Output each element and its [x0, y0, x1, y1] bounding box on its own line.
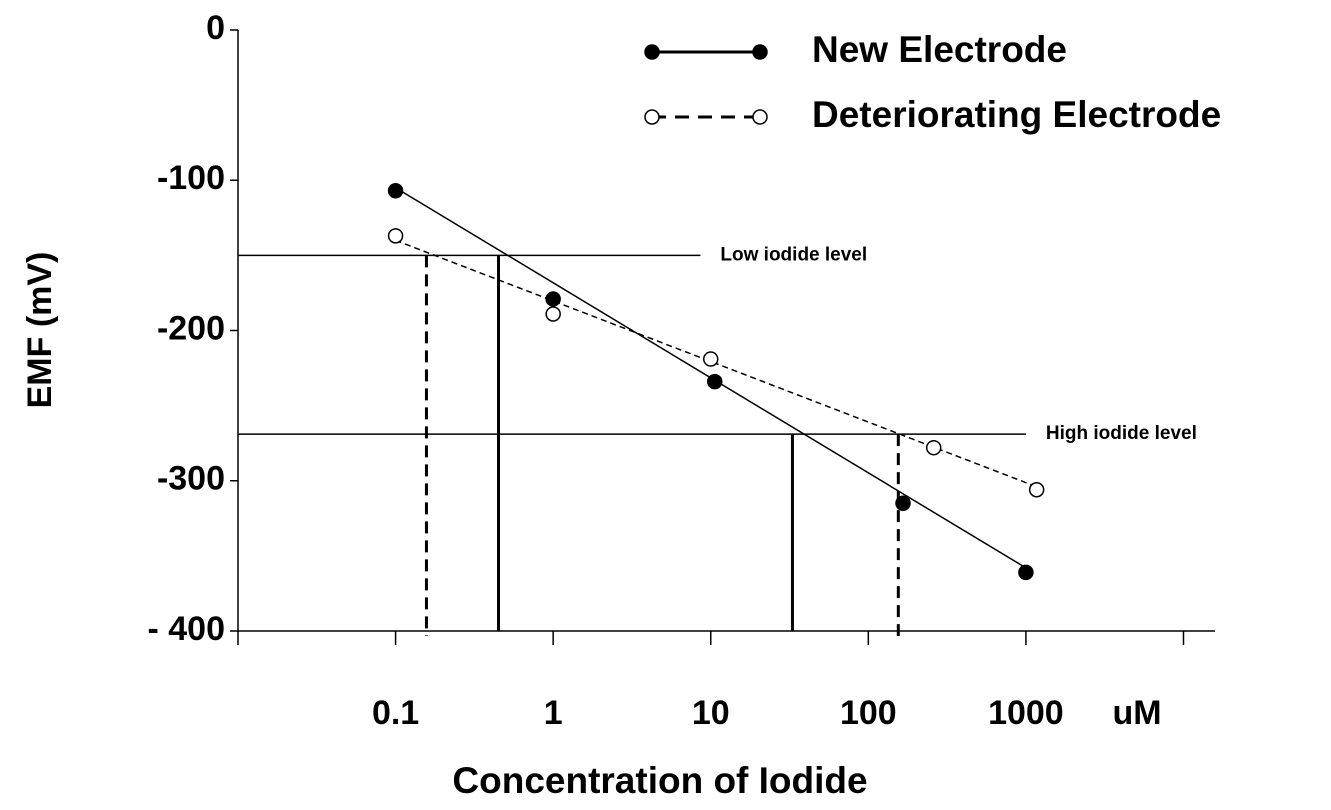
x-axis-label: Concentration of Iodide: [452, 760, 867, 801]
y-tick-label: 0: [206, 9, 225, 47]
y-tick-label: -100: [157, 159, 225, 197]
reference-label: Low iodide level: [720, 244, 867, 265]
data-point: [545, 306, 561, 322]
x-unit-label: uM: [1112, 694, 1161, 732]
data-point: [387, 228, 404, 244]
y-tick-label: -200: [157, 309, 225, 347]
x-tick-label: 1000: [988, 694, 1064, 732]
x-tick-label: 10: [692, 694, 730, 732]
data-point: [644, 109, 660, 125]
data-point: [752, 44, 768, 60]
x-tick-label: 1: [544, 694, 563, 732]
data-point: [387, 183, 404, 199]
y-tick-label: - 400: [148, 610, 226, 648]
data-point: [1018, 564, 1034, 581]
data-point: [925, 439, 942, 456]
legend-label: New Electrode: [812, 29, 1067, 70]
x-tick-label: 100: [840, 694, 897, 732]
data-point: [1028, 482, 1045, 498]
x-tick-label: 0.1: [372, 694, 419, 732]
data-point: [895, 495, 911, 512]
legend-label: Deteriorating Electrode: [812, 94, 1221, 135]
y-axis-label: EMF (mV): [21, 252, 59, 409]
data-point: [644, 44, 660, 60]
data-point: [752, 109, 768, 125]
data-point: [702, 351, 719, 367]
y-tick-label: -300: [157, 460, 225, 498]
reference-label: High iodide level: [1046, 423, 1197, 444]
data-point: [706, 373, 723, 390]
